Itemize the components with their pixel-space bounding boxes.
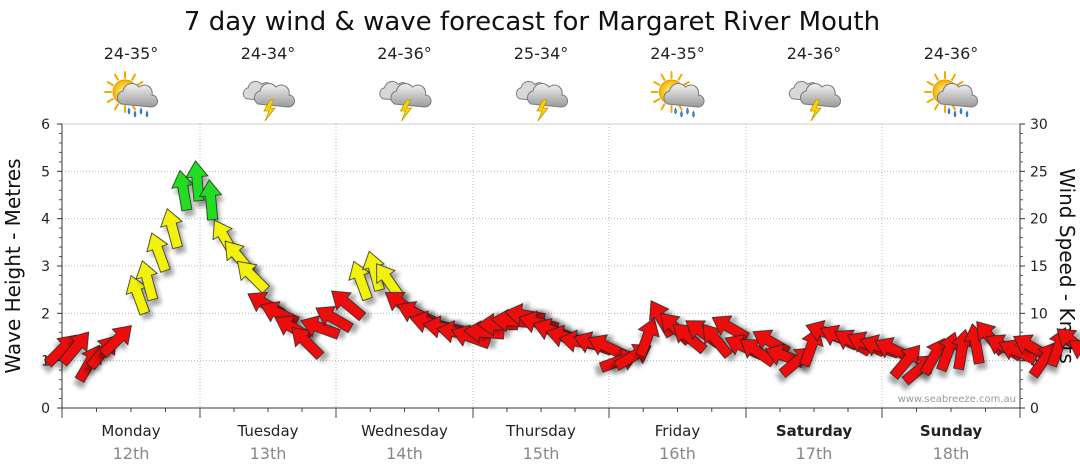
wind-arrow <box>348 260 373 302</box>
day-date-label: 12th <box>113 444 150 463</box>
day-name-label: Thursday <box>505 422 576 440</box>
wind-arrow <box>58 331 90 367</box>
day-temperature: 24-35° <box>104 44 159 63</box>
x-axis: Monday 12th Tuesday 13th Wednesday 14th Thursd… <box>61 407 1021 463</box>
daily-weather-icons <box>104 71 978 122</box>
chart-title: 7 day wind & wave forecast for Margaret … <box>184 7 880 37</box>
wind-arrow <box>889 344 921 380</box>
day-name-label: Tuesday <box>236 422 298 440</box>
left-tick-label: 5 <box>41 164 50 180</box>
day-date-label: 15th <box>523 444 560 463</box>
right-tick-label: 0 <box>1030 401 1039 417</box>
cloud-thunder-icon <box>515 80 568 122</box>
left-tick-label: 3 <box>41 259 50 275</box>
wind-arrow <box>135 260 159 302</box>
right-tick-label: 20 <box>1030 212 1048 228</box>
day-date-label: 18th <box>933 444 970 463</box>
day-name-label: Friday <box>655 422 701 440</box>
wind-arrow <box>237 260 270 294</box>
watermark: www.seabreeze.com.au <box>898 394 1016 405</box>
right-tick-label: 25 <box>1030 164 1048 180</box>
wind-arrow <box>160 208 183 250</box>
daily-temperatures: 24-35° 24-34° 24-36° 25-34° 24-35° 24-36° 24-3… <box>104 44 979 63</box>
sun-cloud-rain-icon <box>650 71 705 118</box>
day-date-label: 16th <box>659 444 696 463</box>
day-temperature: 24-36° <box>377 44 432 63</box>
right-tick-label: 15 <box>1030 259 1048 275</box>
wind-arrow <box>1068 339 1080 367</box>
day-date-label: 14th <box>386 444 423 463</box>
right-tick-label: 10 <box>1030 306 1048 322</box>
day-date-label: 17th <box>796 444 833 463</box>
wind-arrow <box>98 325 132 359</box>
day-temperature: 24-35° <box>650 44 705 63</box>
left-axis-title: Wave Height - Metres <box>1 158 25 373</box>
wind-arrow <box>331 290 367 322</box>
left-tick-label: 6 <box>41 117 50 133</box>
grid-lines <box>62 124 1020 408</box>
wind-arrow <box>146 232 171 273</box>
left-tick-label: 4 <box>41 212 50 228</box>
wind-arrow <box>198 179 223 221</box>
wind-arrow <box>300 315 341 340</box>
day-name-label: Wednesday <box>361 422 448 440</box>
left-tick-label: 0 <box>41 401 50 417</box>
day-date-label: 13th <box>250 444 287 463</box>
cloud-thunder-icon <box>788 80 841 122</box>
day-temperature: 25-34° <box>514 44 569 63</box>
wind-arrow <box>635 317 660 359</box>
day-name-label: Monday <box>101 422 160 440</box>
day-name-label: Sunday <box>920 422 983 440</box>
wind-arrow <box>315 306 354 333</box>
sun-cloud-rain-icon <box>924 71 978 118</box>
wind-arrows <box>43 160 1080 386</box>
day-name-label: Saturday <box>776 422 853 440</box>
right-tick-label: 30 <box>1030 117 1048 133</box>
day-temperature: 24-36° <box>924 44 979 63</box>
plot-area <box>61 123 1021 409</box>
cloud-thunder-icon <box>379 80 432 122</box>
cloud-thunder-icon <box>242 80 295 122</box>
day-temperature: 24-34° <box>241 44 296 63</box>
left-axis: 0123456 <box>41 117 63 417</box>
sun-cloud-rain-icon <box>104 71 158 118</box>
left-tick-label: 2 <box>41 306 50 322</box>
day-temperature: 24-36° <box>787 44 842 63</box>
